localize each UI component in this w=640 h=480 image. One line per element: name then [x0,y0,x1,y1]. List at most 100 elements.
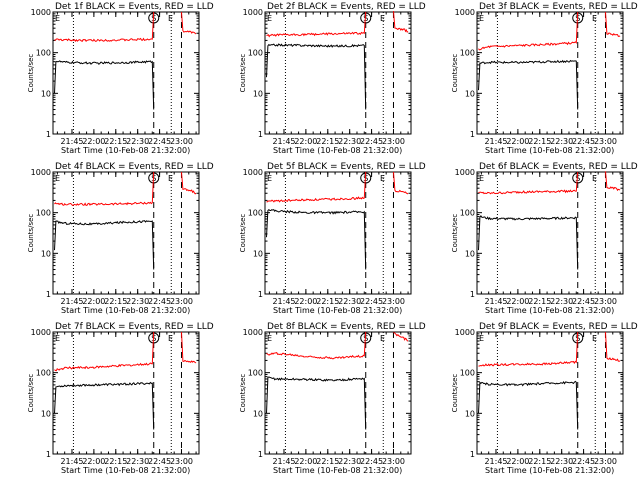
x-tick-label: 23:00 [382,297,405,306]
marker-e-label: E [380,334,385,343]
y-tick-label: 100 [248,209,263,218]
marker-e-label: E [168,334,173,343]
x-axis-label: Start Time (10-Feb-08 21:32:00) [61,146,190,155]
y-axis-label: Counts/sec [27,374,35,413]
x-tick-label: 22:45 [148,137,171,146]
x-tick-label: 21:45 [272,137,295,146]
x-tick-label: 22:30 [126,137,149,146]
y-tick-label: 1 [258,450,263,459]
x-tick-label: 22:30 [338,297,361,306]
x-tick-label: 22:15 [528,457,551,466]
y-tick-label: 10 [41,89,51,98]
x-tick-label: 22:15 [316,297,339,306]
x-tick-label: 22:00 [294,297,317,306]
events-series-line [266,208,367,270]
y-tick-label: 1000 [455,168,475,177]
x-tick-label: 21:45 [60,457,83,466]
x-tick-label: 22:15 [316,137,339,146]
y-tick-label: 1 [46,130,51,139]
x-tick-label: 22:30 [338,457,361,466]
plot-frame [476,331,624,455]
lld-series-line [605,331,621,362]
lld-series-line [478,331,579,367]
y-tick-label: 100 [36,49,51,58]
y-tick-label: 1000 [243,168,263,177]
marker-e-left-label: E [55,14,60,23]
x-tick-label: 22:30 [126,457,149,466]
x-tick-label: 22:15 [316,457,339,466]
detector-chart-6: Det 6f BLACK = Events, RED = LLD 1 10 100 10… [451,162,638,315]
lld-series-line [605,11,621,38]
marker-e-left-label: E [267,174,272,183]
lld-series-line [605,171,621,192]
x-tick-label: 21:45 [272,457,295,466]
x-axis-label: Start Time (10-Feb-08 21:32:00) [485,306,614,315]
chart-title: Det 7f BLACK = Events, RED = LLD [55,322,214,332]
events-series-line [478,380,579,430]
marker-e-label: E [592,174,597,183]
x-tick-label: 23:00 [170,457,193,466]
x-tick-label: 22:30 [126,297,149,306]
x-tick-label: 22:00 [294,137,317,146]
detector-chart-4: Det 4f BLACK = Events, RED = LLD 1 10 100 10… [27,162,214,315]
x-tick-label: 23:00 [594,297,617,306]
events-series-line [54,220,155,270]
plot-frame [52,331,200,455]
x-tick-label: 23:00 [594,137,617,146]
marker-e-left-label: E [267,14,272,23]
y-tick-label: 100 [248,369,263,378]
x-tick-label: 22:45 [572,297,595,306]
y-tick-label: 1000 [455,8,475,17]
plot-frame [264,171,412,295]
y-tick-label: 100 [36,209,51,218]
y-tick-label: 1000 [31,168,51,177]
chart-title: Det 3f BLACK = Events, RED = LLD [479,2,638,12]
marker-e-label: E [592,334,597,343]
x-axis-label: Start Time (10-Feb-08 21:32:00) [273,466,402,475]
chart-title: Det 5f BLACK = Events, RED = LLD [267,162,426,172]
y-tick-label: 1000 [243,328,263,337]
x-tick-label: 21:45 [484,457,507,466]
x-tick-label: 22:00 [82,297,105,306]
y-tick-label: 10 [253,89,263,98]
plot-frame [264,331,412,455]
lld-series-line [393,332,409,342]
x-tick-label: 22:45 [148,297,171,306]
detector-chart-8: Det 8f BLACK = Events, RED = LLD 1 10 100 10… [239,322,426,475]
y-tick-label: 1 [470,130,475,139]
lld-series-line [54,11,155,42]
detector-chart-7: Det 7f BLACK = Events, RED = LLD 1 10 100 10… [27,322,214,475]
events-series-line [478,59,579,110]
y-axis-label: Counts/sec [451,374,459,413]
lld-series-line [54,171,155,206]
y-tick-label: 1000 [31,328,51,337]
y-tick-label: 100 [460,209,475,218]
x-tick-label: 22:45 [148,457,171,466]
x-tick-label: 22:00 [82,137,105,146]
y-tick-label: 100 [460,369,475,378]
x-tick-label: 22:30 [550,137,573,146]
marker-e-left-label: E [55,174,60,183]
marker-e-left-label: E [479,334,484,343]
lld-series-line [478,171,579,195]
plot-frame [476,11,624,135]
x-tick-label: 22:00 [506,457,529,466]
y-tick-label: 10 [465,89,475,98]
marker-e-left-label: E [479,14,484,23]
marker-e-left-label: E [479,174,484,183]
detector-chart-5: Det 5f BLACK = Events, RED = LLD 1 10 100 10… [239,162,426,315]
x-tick-label: 22:15 [104,137,127,146]
x-tick-label: 22:00 [82,457,105,466]
x-tick-label: 23:00 [170,297,193,306]
events-series-line [478,215,579,270]
y-tick-label: 10 [41,409,51,418]
lld-series-line [266,11,367,38]
x-axis-label: Start Time (10-Feb-08 21:32:00) [61,306,190,315]
plot-frame [476,171,624,295]
marker-e-left-label: E [267,334,272,343]
chart-title: Det 6f BLACK = Events, RED = LLD [479,162,638,172]
detector-chart-2: Det 2f BLACK = Events, RED = LLD 1 10 100 10… [239,2,426,155]
x-tick-label: 22:15 [104,297,127,306]
marker-e-label: E [168,14,173,23]
